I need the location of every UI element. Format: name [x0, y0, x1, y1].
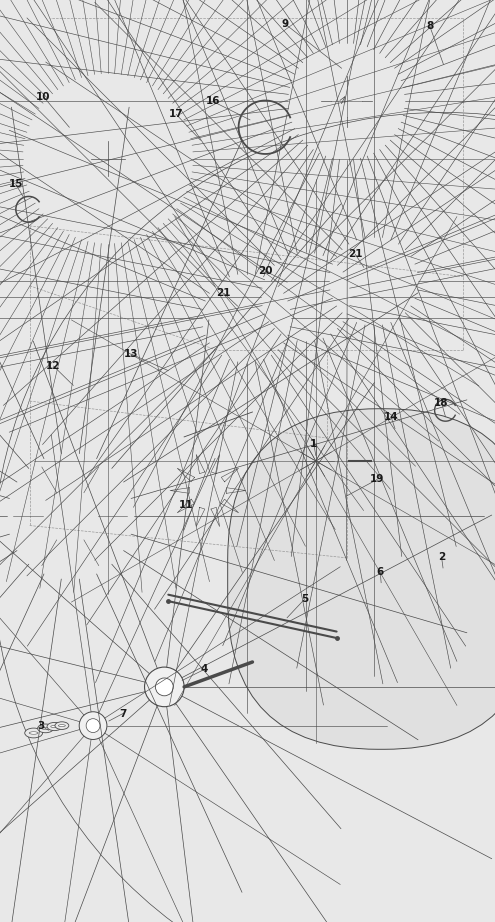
Text: 14: 14 — [384, 412, 398, 421]
Text: 20: 20 — [258, 266, 273, 276]
Ellipse shape — [55, 722, 69, 729]
Ellipse shape — [29, 732, 38, 734]
Ellipse shape — [50, 726, 58, 727]
Ellipse shape — [38, 724, 53, 733]
Circle shape — [0, 0, 382, 451]
Text: 15: 15 — [8, 180, 23, 189]
Circle shape — [130, 481, 172, 524]
Circle shape — [189, 472, 227, 509]
Text: 9: 9 — [282, 19, 289, 29]
Circle shape — [0, 0, 495, 425]
Bar — [63, 91, 72, 123]
Circle shape — [43, 489, 98, 544]
Text: 21: 21 — [216, 289, 231, 298]
Circle shape — [0, 61, 495, 861]
FancyBboxPatch shape — [286, 0, 495, 237]
Circle shape — [86, 718, 100, 733]
FancyBboxPatch shape — [228, 408, 495, 750]
Circle shape — [0, 0, 484, 452]
Ellipse shape — [42, 727, 50, 729]
Circle shape — [0, 0, 484, 421]
Circle shape — [182, 126, 244, 187]
Ellipse shape — [58, 725, 65, 727]
Text: 11: 11 — [178, 501, 193, 510]
Circle shape — [0, 0, 406, 408]
Circle shape — [382, 404, 408, 430]
Bar — [63, 195, 72, 226]
Text: 16: 16 — [205, 97, 220, 106]
Circle shape — [163, 446, 252, 535]
Text: 8: 8 — [426, 21, 433, 30]
Text: 17: 17 — [169, 110, 184, 119]
Circle shape — [23, 74, 193, 243]
Circle shape — [0, 0, 334, 451]
Circle shape — [91, 141, 125, 176]
Text: 4: 4 — [201, 665, 208, 674]
Circle shape — [74, 124, 142, 193]
Ellipse shape — [47, 723, 62, 730]
Circle shape — [0, 0, 382, 367]
Circle shape — [0, 0, 476, 431]
Text: 13: 13 — [124, 349, 139, 359]
Text: 6: 6 — [377, 567, 384, 576]
Text: 7: 7 — [119, 709, 126, 718]
Circle shape — [45, 95, 171, 222]
Circle shape — [0, 0, 309, 408]
Circle shape — [0, 0, 495, 437]
Circle shape — [79, 712, 107, 739]
Text: 12: 12 — [46, 361, 61, 371]
Text: 18: 18 — [434, 398, 449, 408]
Text: 2: 2 — [438, 552, 445, 561]
Text: 19: 19 — [370, 475, 385, 484]
Ellipse shape — [25, 728, 43, 738]
Circle shape — [145, 668, 184, 706]
Circle shape — [190, 134, 236, 180]
Circle shape — [13, 459, 127, 573]
Circle shape — [155, 678, 173, 696]
Text: 3: 3 — [37, 721, 44, 730]
Circle shape — [0, 0, 495, 420]
Circle shape — [0, 0, 495, 448]
Circle shape — [102, 454, 199, 551]
Bar — [384, 398, 406, 406]
Text: 1: 1 — [310, 440, 317, 449]
Bar — [384, 428, 406, 435]
Circle shape — [0, 0, 495, 455]
Circle shape — [200, 144, 226, 170]
Text: 10: 10 — [36, 92, 51, 101]
Text: 5: 5 — [301, 595, 308, 604]
Text: 21: 21 — [348, 250, 363, 259]
Circle shape — [0, 0, 334, 367]
Circle shape — [0, 0, 476, 443]
Circle shape — [7, 453, 134, 580]
